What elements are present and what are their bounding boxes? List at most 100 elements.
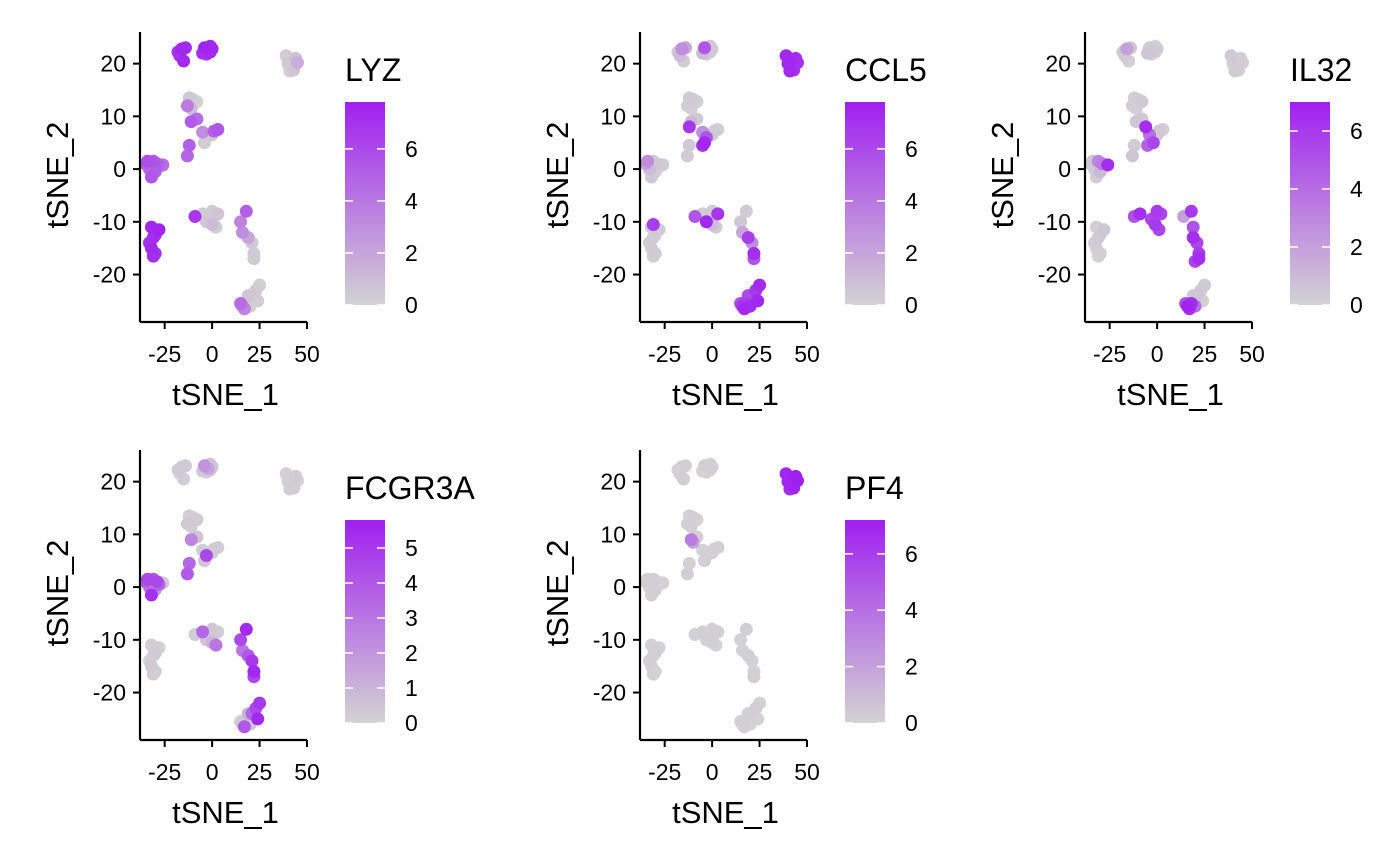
data-point	[646, 667, 660, 681]
data-point	[205, 218, 219, 231]
data-point	[144, 588, 158, 602]
data-point	[1120, 42, 1134, 56]
panel-lyz: 20 10 0 -10 -20 -25 0 25 50 tSNE_1 tSNE_2 LYZ 0 2 4 6	[40, 32, 418, 412]
x-tick-label: 25	[1192, 341, 1218, 367]
data-point	[180, 567, 194, 581]
data-point	[677, 472, 691, 486]
x-tick-label: -25	[648, 759, 681, 785]
y-tick-label: -20	[593, 262, 626, 288]
legend-tick-label: 6	[905, 136, 918, 162]
data-point	[711, 207, 725, 221]
y-tick-label: -20	[593, 680, 626, 706]
legend-tick-label: 4	[405, 188, 418, 214]
data-point	[1192, 252, 1206, 266]
data-point	[1146, 136, 1160, 150]
y-tick-label: 20	[1045, 51, 1071, 77]
y-tick-label: 10	[600, 521, 626, 547]
data-point	[648, 247, 662, 260]
legend-tick-label: 2	[405, 640, 418, 666]
data-point	[247, 252, 261, 266]
data-point	[747, 670, 761, 684]
data-point	[1148, 218, 1162, 231]
data-point	[180, 99, 194, 113]
data-point	[1101, 158, 1115, 172]
data-point	[1150, 204, 1164, 218]
legend-tick-label: 2	[1350, 234, 1363, 260]
data-point	[144, 659, 158, 673]
data-point	[682, 138, 696, 152]
legend-tick-label: 2	[905, 654, 918, 680]
data-point	[646, 218, 660, 231]
data-point	[1093, 247, 1107, 260]
legend-colorbar	[345, 520, 385, 723]
y-tick-label: 0	[1058, 156, 1071, 182]
x-tick-label: -25	[148, 341, 181, 367]
legend-tick-label: 0	[1350, 292, 1363, 318]
data-point	[698, 41, 711, 55]
data-point	[184, 115, 198, 129]
panel-il32: 20 10 0 -10 -20 -25 0 25 50 tSNE_1 tSNE_2 IL32 0 2 4 6	[985, 32, 1363, 412]
x-tick-label: 0	[1151, 341, 1164, 367]
legend-tick-label: 4	[905, 597, 918, 623]
data-point	[643, 236, 656, 250]
legend-tick-label: 0	[405, 292, 418, 318]
data-point	[211, 123, 225, 136]
data-point	[747, 247, 761, 260]
data-point	[253, 696, 267, 710]
y-tick-label: -10	[93, 209, 126, 235]
data-point	[291, 56, 304, 70]
legend-title: LYZ	[345, 52, 401, 88]
legend-tick-label: 1	[405, 675, 418, 701]
data-point	[644, 588, 658, 602]
data-point	[234, 215, 248, 229]
data-point	[1135, 95, 1149, 109]
data-point	[1097, 223, 1111, 237]
data-point	[737, 720, 751, 734]
x-tick-label: 50	[294, 759, 320, 785]
legend-tick-label: 6	[1350, 118, 1363, 144]
y-tick-label: 10	[1045, 103, 1071, 129]
x-tick-label: 25	[247, 759, 273, 785]
y-tick-label: -20	[1038, 262, 1071, 288]
y-tick-label: 20	[100, 51, 126, 77]
data-point	[148, 646, 162, 660]
data-point	[152, 223, 166, 237]
data-point	[237, 720, 251, 734]
data-point	[236, 225, 249, 239]
legend-tick-label: 2	[905, 240, 918, 266]
y-tick-label: -20	[93, 262, 126, 288]
data-point	[745, 707, 759, 721]
data-point	[699, 215, 713, 229]
data-point	[239, 622, 253, 636]
y-tick-label: -10	[593, 209, 626, 235]
data-point	[680, 149, 694, 163]
data-point	[1186, 231, 1200, 245]
data-point	[705, 460, 719, 474]
data-point	[283, 482, 297, 496]
legend-title: IL32	[1290, 52, 1352, 88]
legend-tick-label: 0	[905, 710, 918, 736]
x-tick-label: -25	[148, 759, 181, 785]
panel-pf4: 20 10 0 -10 -20 -25 0 25 50 tSNE_1 tSNE_2 PF4 0 2 4 6	[540, 450, 918, 830]
data-point	[141, 154, 155, 168]
data-point	[680, 567, 694, 581]
data-point	[1127, 138, 1141, 152]
x-tick-label: 50	[1239, 341, 1265, 367]
data-point	[198, 41, 211, 55]
x-axis-label: tSNE_1	[1117, 377, 1224, 412]
data-point	[144, 241, 158, 255]
x-tick-label: 0	[706, 341, 719, 367]
legend-tick-label: 3	[405, 605, 418, 631]
data-point	[182, 556, 196, 570]
data-point	[711, 541, 725, 554]
data-point	[1139, 120, 1153, 134]
panel-ccl5: 20 10 0 -10 -20 -25 0 25 50 tSNE_1 tSNE_2 CCL5 0 2 4 6	[540, 32, 927, 412]
y-tick-label: 10	[600, 103, 626, 129]
x-axis-label: tSNE_1	[172, 795, 279, 830]
data-point	[199, 549, 213, 562]
y-tick-label: -10	[1038, 209, 1071, 235]
data-point	[686, 93, 700, 106]
legend-tick-label: 5	[405, 535, 418, 561]
data-point	[144, 170, 158, 184]
